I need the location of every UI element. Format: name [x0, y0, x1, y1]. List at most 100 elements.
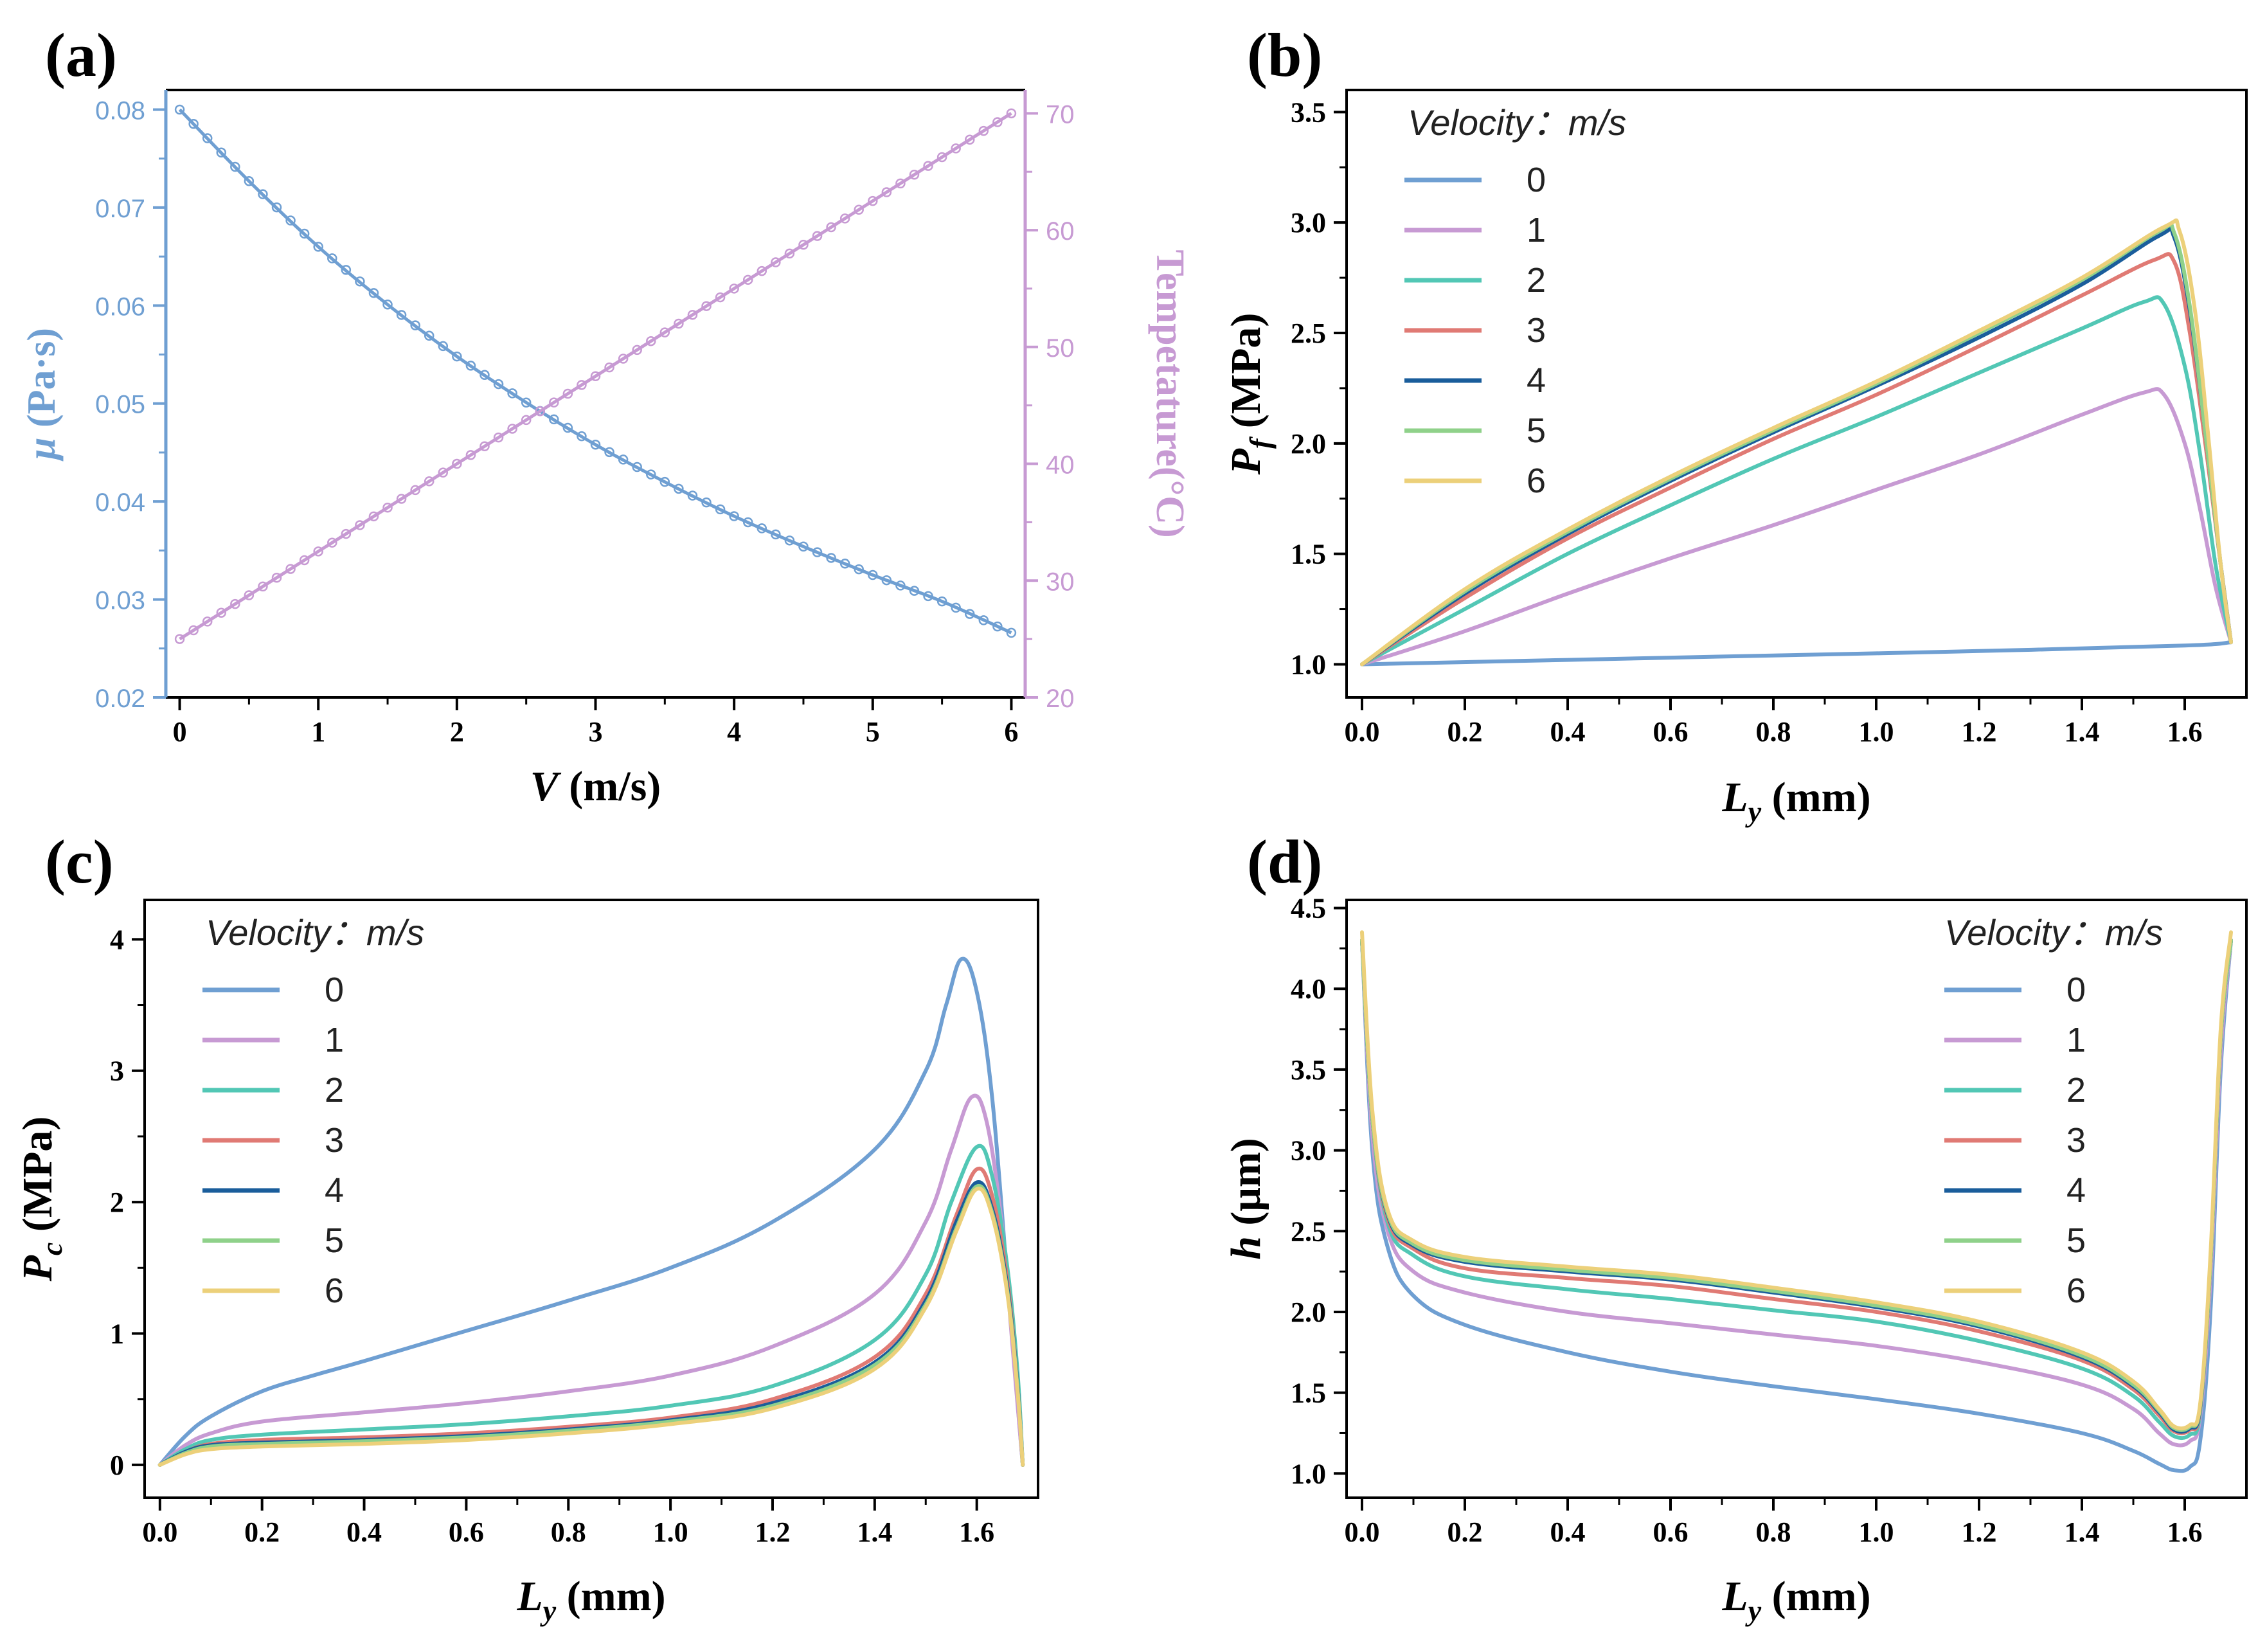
y-tick-label: 1: [110, 1318, 124, 1350]
data-marker: [562, 388, 573, 399]
x-tick-label: 0.6: [1653, 716, 1689, 748]
series-line-b-2: [1360, 295, 2233, 667]
series-line-c-2: [157, 1144, 1025, 1467]
data-marker: [465, 361, 476, 371]
data-marker: [936, 596, 947, 607]
data-marker: [368, 511, 379, 522]
y-axis-title-right: Tempetature(°C): [1148, 249, 1192, 537]
legend-label-2: 2: [325, 1071, 344, 1109]
y-axis-title-symbol: h: [1223, 1236, 1269, 1260]
data-marker: [410, 485, 420, 496]
series-line-d-0: [1360, 938, 2233, 1473]
y-axis-title-unit: (μm): [1223, 1138, 1269, 1236]
data-marker: [812, 231, 823, 241]
data-marker: [729, 511, 739, 521]
data-marker: [687, 310, 698, 320]
data-marker: [923, 591, 933, 602]
data-marker: [396, 494, 407, 504]
data-marker: [313, 546, 323, 557]
x-axis-title-subscript: y: [540, 1594, 557, 1627]
x-tick-label: 1.6: [959, 1516, 994, 1548]
data-marker: [188, 625, 199, 636]
x-tick-label: 0.4: [1550, 1516, 1586, 1548]
data-marker: [285, 215, 296, 226]
x-tick-label: 1.0: [1859, 716, 1894, 748]
y-tick-label: 0: [110, 1450, 124, 1481]
data-marker: [271, 202, 282, 213]
data-marker: [729, 283, 739, 294]
x-tick-label: 0.6: [1653, 1516, 1689, 1548]
x-tick-label: 0.8: [551, 1516, 586, 1548]
panel-a: 0 1 2 3 4 5 6 0.02 0.03 0.04 0.05 0.06 0.07 0.08 20 30 4…: [20, 21, 1192, 810]
x-tick-label: 1: [311, 716, 325, 748]
data-marker: [244, 176, 255, 186]
data-marker: [230, 598, 240, 609]
plot-frame-c: [143, 899, 1039, 1499]
series-line-a-temperature: [179, 112, 1012, 641]
x-tick-label: 0.6: [449, 1516, 484, 1548]
y-axis-title-symbol: P: [1223, 448, 1269, 475]
legend-label-5: 5: [2066, 1221, 2086, 1260]
data-marker: [590, 371, 601, 381]
x-tick-label: 0.2: [1447, 716, 1483, 748]
y-tick-label: 1.0: [1291, 1458, 1326, 1489]
data-marker: [188, 118, 199, 129]
x-axis-title-unit: (mm): [1761, 1573, 1870, 1620]
data-marker: [604, 447, 614, 458]
data-marker: [438, 467, 449, 478]
x-tick-label: 5: [866, 716, 880, 748]
data-marker: [964, 609, 975, 619]
series-line-b-6: [1360, 218, 2233, 667]
data-marker: [992, 117, 1003, 127]
x-tick-label: 1.6: [2167, 1516, 2203, 1548]
data-marker: [479, 441, 490, 452]
data-marker: [646, 336, 656, 346]
data-marker: [742, 517, 753, 528]
y-axis-title-left-symbol: μ: [20, 438, 64, 462]
legend-label-4: 4: [1527, 361, 1546, 400]
x-axis-title: Ly (mm): [1721, 774, 1870, 828]
y-tick-label: 70: [1046, 100, 1075, 129]
data-marker: [202, 616, 213, 627]
data-marker: [285, 564, 296, 574]
data-marker: [604, 362, 614, 373]
data-marker: [507, 424, 517, 434]
data-marker: [562, 422, 573, 433]
x-tick-label: 6: [1004, 716, 1018, 748]
legend-label-3: 3: [2066, 1121, 2086, 1160]
y-tick-label: 3.5: [1291, 96, 1326, 128]
data-marker: [590, 440, 601, 450]
y-tick-label: 0.03: [95, 587, 145, 615]
data-marker: [798, 240, 809, 250]
x-axis-title-unit: (mm): [1761, 774, 1870, 821]
data-marker: [839, 559, 850, 569]
data-marker: [964, 134, 975, 145]
data-marker: [923, 161, 933, 171]
y-tick-label: 2: [110, 1187, 124, 1218]
x-axis-title-symbol: L: [1721, 1573, 1748, 1620]
data-marker: [951, 143, 961, 154]
data-marker: [382, 300, 393, 310]
data-marker: [174, 104, 185, 115]
data-marker: [674, 483, 684, 494]
data-marker: [355, 276, 365, 287]
data-marker: [535, 406, 545, 417]
data-marker: [424, 330, 435, 341]
data-marker: [244, 590, 255, 600]
series-line-c-6: [157, 1187, 1025, 1467]
x-tick-label: 0.8: [1756, 716, 1791, 748]
y-axis-title-left-unit: (Pa·s): [20, 328, 64, 437]
data-marker: [479, 370, 490, 380]
data-marker: [646, 469, 656, 480]
x-axis-title-subscript: y: [1745, 795, 1762, 828]
y-tick-label: 1.5: [1291, 1378, 1326, 1409]
y-axis-title-subscript: f: [1244, 436, 1277, 449]
data-marker: [771, 529, 781, 540]
x-axis-title-subscript: y: [1745, 1594, 1762, 1627]
x-tick-label: 1.4: [857, 1516, 892, 1548]
y-tick-label: 0.08: [95, 96, 145, 125]
x-tick-label: 1.0: [1859, 1516, 1894, 1548]
y-axis-title-left: μ (Pa·s): [20, 328, 64, 462]
x-tick-label: 1.4: [2065, 716, 2100, 748]
